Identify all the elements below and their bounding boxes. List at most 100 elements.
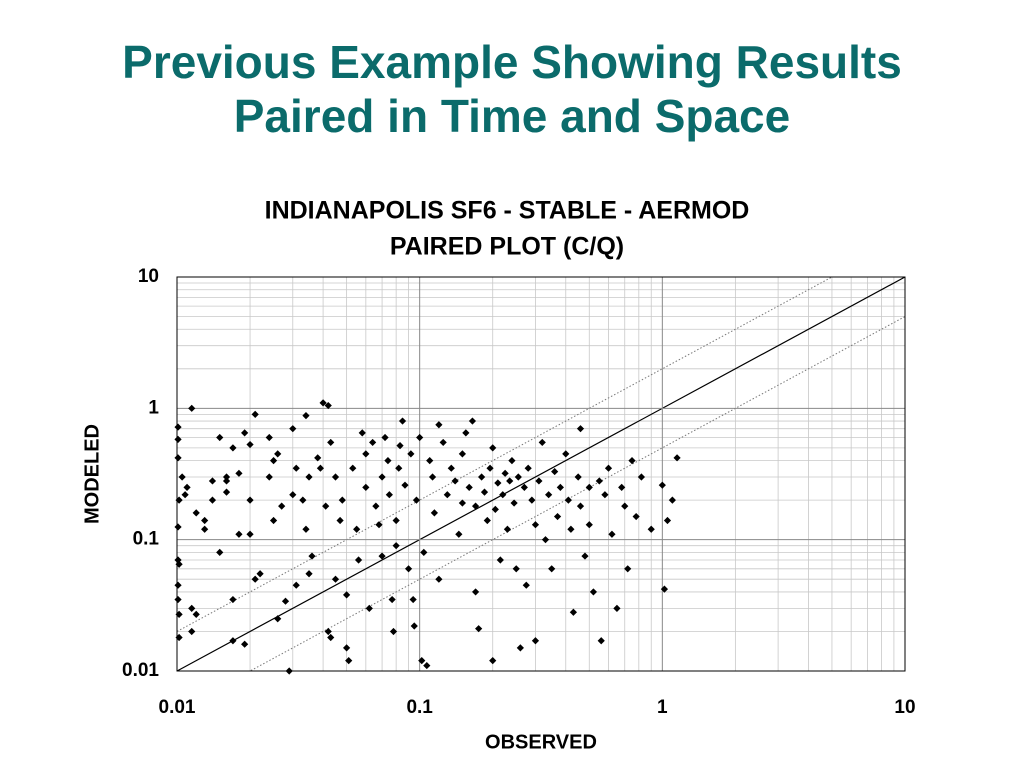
data-point xyxy=(458,450,466,458)
plot-area xyxy=(174,276,906,675)
data-point xyxy=(336,516,344,525)
data-point xyxy=(663,516,672,525)
data-point xyxy=(175,610,183,618)
data-point xyxy=(435,575,443,583)
data-point xyxy=(660,585,669,593)
data-point xyxy=(541,536,550,544)
data-point xyxy=(576,425,585,433)
data-point xyxy=(285,667,293,675)
data-point xyxy=(514,473,522,481)
data-point xyxy=(604,464,613,472)
data-point xyxy=(174,556,182,564)
data-point xyxy=(389,627,398,636)
data-point xyxy=(621,502,629,510)
data-point xyxy=(175,633,183,642)
data-point xyxy=(673,454,681,462)
data-point xyxy=(632,512,640,521)
data-point xyxy=(256,570,264,578)
data-point xyxy=(324,627,332,636)
data-point xyxy=(562,450,570,458)
data-point xyxy=(410,622,418,630)
data-point xyxy=(595,477,603,485)
data-point xyxy=(188,404,196,412)
data-point xyxy=(265,433,273,442)
data-point xyxy=(392,542,400,550)
data-point xyxy=(407,450,415,458)
data-point xyxy=(278,502,286,510)
data-point xyxy=(608,530,616,538)
data-point xyxy=(222,477,231,485)
data-point xyxy=(535,477,543,485)
data-point xyxy=(372,502,380,510)
data-point xyxy=(378,552,386,560)
slide-title: Paired in Time and Space xyxy=(234,90,790,142)
data-point xyxy=(548,565,556,573)
data-point xyxy=(439,438,447,447)
plot-border xyxy=(176,276,906,672)
data-point xyxy=(409,595,417,604)
data-point xyxy=(551,467,559,476)
data-point xyxy=(512,565,520,573)
data-point xyxy=(362,450,370,458)
x-axis-label: OBSERVED xyxy=(485,731,597,753)
data-point xyxy=(508,456,516,465)
data-point xyxy=(574,473,582,481)
data-point xyxy=(251,575,259,583)
slide-title: Previous Example Showing Results xyxy=(122,36,902,88)
data-point xyxy=(404,565,413,573)
data-point xyxy=(416,433,424,442)
data-point xyxy=(292,464,300,472)
data-point xyxy=(292,581,300,589)
data-point xyxy=(174,423,182,431)
data-point xyxy=(174,454,182,462)
data-point xyxy=(175,560,183,568)
data-point xyxy=(201,516,209,525)
data-point xyxy=(564,496,572,504)
data-point xyxy=(668,496,676,504)
data-point xyxy=(327,633,335,642)
data-point xyxy=(208,496,217,504)
data-point xyxy=(468,417,477,425)
data-point xyxy=(183,483,191,492)
data-point xyxy=(396,442,404,450)
data-point xyxy=(499,491,507,499)
data-point xyxy=(423,661,431,670)
x-tick-label: 0.01 xyxy=(159,697,196,718)
data-point xyxy=(494,479,502,487)
data-point xyxy=(553,512,562,521)
data-point xyxy=(480,488,489,496)
data-point xyxy=(265,473,273,481)
data-point xyxy=(428,473,437,481)
data-point xyxy=(569,608,577,616)
data-point xyxy=(567,525,575,533)
data-point xyxy=(354,556,363,564)
y-tick-label: 10 xyxy=(138,266,159,287)
data-point xyxy=(216,433,224,442)
data-point xyxy=(451,477,459,485)
x-tick-label: 0.1 xyxy=(406,697,433,718)
data-point xyxy=(324,401,332,410)
data-point xyxy=(381,433,389,442)
data-point xyxy=(506,477,514,485)
data-point xyxy=(201,525,209,533)
data-point xyxy=(192,610,200,618)
data-point xyxy=(327,438,335,447)
data-point xyxy=(628,456,636,465)
data-point xyxy=(343,591,351,599)
y-tick-label: 1 xyxy=(148,397,159,418)
data-point xyxy=(398,417,407,425)
factor-line xyxy=(248,316,905,671)
data-point xyxy=(538,438,546,447)
y-tick-label: 0.1 xyxy=(133,529,160,550)
data-point xyxy=(585,521,593,529)
data-point xyxy=(613,604,621,612)
data-point xyxy=(345,657,353,665)
data-point xyxy=(181,491,189,499)
data-point xyxy=(443,491,451,499)
data-point xyxy=(475,625,483,633)
data-point xyxy=(524,464,532,472)
data-point xyxy=(369,438,377,447)
data-point xyxy=(322,502,330,510)
data-point xyxy=(338,496,346,504)
